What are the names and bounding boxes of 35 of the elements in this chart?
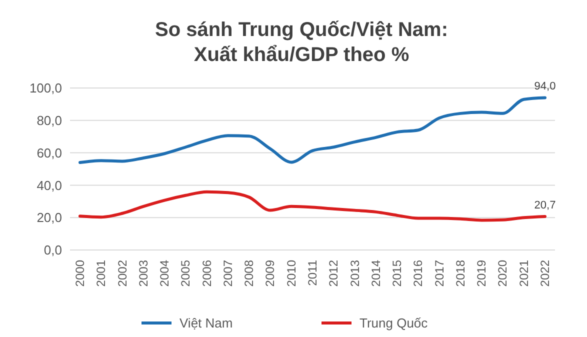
x-tick-label: 2014 [368, 260, 383, 287]
x-tick-label: 2019 [474, 260, 489, 287]
x-tick-label: 2022 [538, 260, 552, 287]
x-tick-label: 2004 [158, 260, 172, 287]
chart-title: So sánh Trung Quốc/Việt Nam: Xuất khẩu/GDP theo % [154, 19, 448, 66]
y-tick-label: 40,0 [36, 178, 62, 193]
x-tick-label: 2006 [200, 260, 214, 287]
x-tick-label: 2009 [263, 260, 278, 287]
x-tick-label: 2002 [115, 260, 130, 287]
y-tick-label: 20,0 [36, 210, 62, 226]
y-tick-label: 80,0 [36, 112, 62, 128]
y-tick-label: 0,0 [44, 242, 62, 258]
data-label: 94,0 [534, 80, 556, 93]
x-tick-label: 2011 [306, 260, 320, 286]
line-series [78, 96, 546, 164]
y-tick-label: 60,0 [36, 145, 62, 160]
x-tick-label: 2013 [348, 260, 362, 287]
x-tick-label: 2003 [136, 260, 150, 287]
legend-label: Trung Quốc [360, 316, 428, 331]
x-tick-label: 2001 [94, 260, 108, 287]
x-tick-label: 2017 [432, 260, 446, 287]
x-tick-label: 2007 [220, 260, 235, 287]
x-tick-label: 2010 [284, 260, 298, 287]
x-tick-label: 2021 [516, 260, 531, 287]
legend-label: Việt Nam [180, 316, 233, 331]
y-tick-label: 100,0 [29, 80, 62, 96]
x-tick-label: 2015 [390, 260, 404, 287]
x-tick-label: 2020 [496, 260, 510, 287]
x-tick-label: 2000 [73, 260, 87, 287]
data-label: 20,7 [534, 199, 556, 212]
x-tick-label: 2016 [411, 260, 426, 287]
x-tick-label: 2005 [178, 260, 193, 287]
x-tick-label: 2008 [242, 260, 256, 287]
x-tick-label: 2018 [453, 260, 468, 287]
x-tick-label: 2012 [326, 260, 341, 287]
